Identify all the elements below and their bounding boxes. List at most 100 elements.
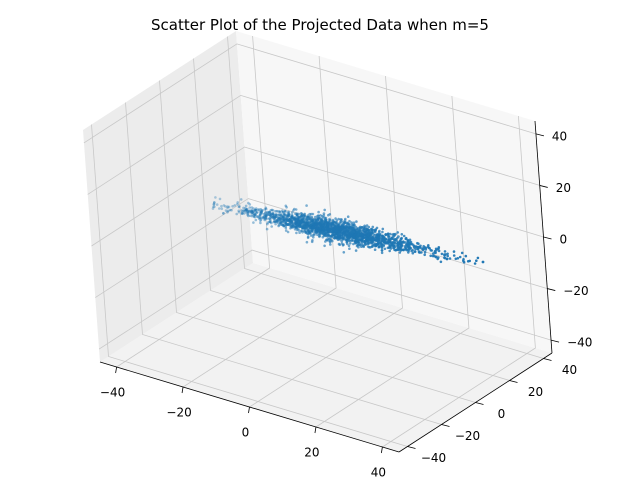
z-gridline: [83, 43, 537, 144]
scatter-point: [264, 216, 268, 219]
scatter-point: [342, 251, 346, 254]
scatter-point: [263, 215, 266, 218]
scatter-point: [328, 217, 331, 221]
scatter-point: [295, 231, 298, 235]
scatter-point: [332, 221, 335, 224]
scatter-point: [227, 205, 231, 209]
scatter-point: [284, 229, 288, 232]
scatter-point: [454, 257, 458, 261]
scatter-point: [317, 214, 321, 218]
scatter-point: [302, 220, 306, 224]
scatter-point: [253, 213, 257, 216]
scatter-point: [252, 210, 255, 213]
scatter-point: [213, 201, 216, 204]
scatter-point: [319, 230, 322, 233]
grid-lines: [83, 35, 552, 448]
scatter-point: [268, 210, 272, 214]
scatter-point: [380, 251, 384, 255]
scatter-point: [251, 210, 255, 214]
scatter-point: [354, 249, 358, 252]
scatter-point: [300, 229, 303, 232]
scatter-point: [343, 237, 347, 241]
scatter-point: [346, 242, 349, 246]
scatter-point: [262, 216, 266, 219]
scatter-point: [330, 235, 334, 239]
scatter-point: [363, 239, 367, 243]
scatter-point: [244, 208, 248, 212]
scatter-point: [254, 208, 258, 212]
scatter-point: [458, 255, 462, 259]
scatter-point: [259, 219, 262, 222]
scatter-point: [279, 219, 282, 223]
z-tick-mark: [543, 236, 552, 240]
scatter-point: [400, 233, 404, 236]
scatter-point: [246, 212, 249, 215]
scatter-point: [224, 209, 228, 212]
z-gridline: [91, 146, 544, 247]
scatter-point: [240, 211, 244, 215]
scatter-point: [279, 213, 283, 216]
scatter-point: [396, 231, 400, 234]
scatter-point: [265, 227, 269, 231]
scatter-point: [389, 240, 392, 244]
scatter-point: [248, 210, 252, 214]
scatter-point: [348, 247, 351, 250]
scatter-point: [256, 215, 259, 218]
scatter-point: [263, 218, 267, 222]
scatter-point: [264, 207, 268, 211]
scatter-point: [343, 231, 346, 235]
scatter-point: [372, 233, 376, 236]
scatter-point: [462, 260, 466, 264]
scatter-point: [302, 224, 305, 228]
scatter-point: [427, 244, 430, 247]
scatter-point: [408, 240, 411, 243]
scatter-point: [331, 218, 335, 222]
x-gridline: [116, 35, 271, 368]
scatter-point: [222, 204, 226, 207]
scatter-point: [416, 247, 420, 250]
scatter-point: [411, 251, 415, 255]
y-tick-mark: [543, 358, 552, 361]
scatter-point: [341, 237, 345, 241]
scatter-point: [315, 229, 319, 232]
scatter-point: [270, 208, 274, 212]
scatter-point: [271, 215, 274, 219]
scatter-point: [284, 219, 288, 223]
scatter-point: [250, 209, 254, 213]
z-tick-label: −20: [563, 284, 588, 298]
scatter-point: [254, 213, 257, 217]
scatter-point: [341, 226, 344, 229]
scatter-point: [372, 238, 375, 242]
scatter-point: [248, 209, 252, 212]
scatter-point: [246, 210, 250, 213]
scatter-point: [460, 251, 464, 255]
z-tick-label: −40: [567, 336, 592, 350]
scatter-point: [269, 216, 273, 220]
scatter-point: [287, 214, 291, 218]
scatter-point: [422, 246, 426, 250]
scatter-point: [247, 214, 250, 218]
scatter-point: [436, 257, 440, 261]
scatter-point: [300, 214, 304, 217]
scatter-point: [452, 250, 456, 253]
x-tick-mark: [314, 426, 317, 434]
scatter-point: [347, 244, 351, 247]
scatter-point: [257, 217, 261, 220]
scatter-point: [364, 230, 368, 233]
scatter-point: [248, 206, 252, 209]
scatter-point: [392, 241, 395, 244]
scatter-point: [298, 219, 302, 223]
scatter-point: [231, 205, 234, 208]
x-tick-label: 20: [304, 446, 319, 460]
scatter-point: [349, 242, 352, 245]
scatter-point: [432, 252, 435, 255]
scatter-point: [270, 225, 274, 228]
scatter-point: [266, 211, 269, 215]
scatter-point: [264, 206, 268, 210]
scatter-point: [268, 220, 271, 223]
scatter-point: [246, 209, 249, 213]
scatter-point: [308, 220, 311, 224]
scatter-point: [270, 212, 273, 215]
scatter-point: [296, 223, 300, 227]
